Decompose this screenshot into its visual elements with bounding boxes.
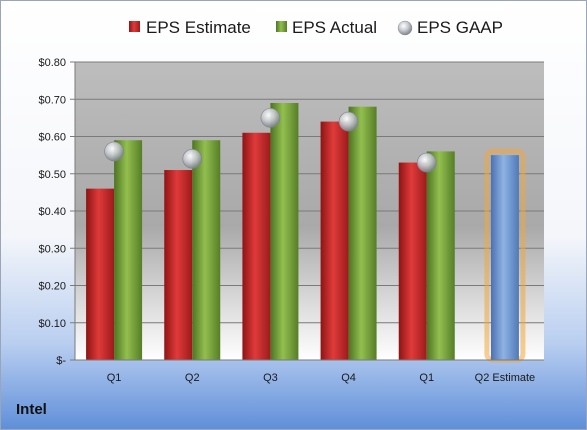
- eps-estimate-bar: [86, 188, 115, 360]
- y-tick-label: $0.40: [38, 206, 66, 218]
- eps-gaap-marker: [416, 152, 437, 173]
- eps-gaap-marker: [260, 108, 281, 128]
- legend: EPS Estimate EPS Actual EPS GAAP: [129, 18, 503, 37]
- eps-actual-bar: [270, 102, 299, 360]
- x-tick-label: Q1: [107, 372, 122, 384]
- eps-estimate-bar: [242, 132, 271, 360]
- y-tick-label: $0.20: [38, 281, 66, 293]
- eps-actual-bar: [348, 106, 377, 360]
- legend-actual-swatch: [276, 21, 287, 32]
- eps-gaap-marker: [104, 141, 124, 162]
- legend-gaap-marker: [397, 20, 413, 36]
- eps-actual-bar: [192, 140, 221, 360]
- eps-gaap-marker: [182, 149, 203, 169]
- legend-estimate-label: EPS Estimate: [146, 18, 251, 37]
- eps-estimate-bar: [320, 121, 349, 360]
- eps-estimate-bar: [164, 170, 193, 360]
- x-tick-label: Q1: [419, 372, 434, 384]
- eps-gaap-marker: [338, 111, 359, 132]
- y-axis: $- $0.10 $0.20 $0.30 $0.40 $0.50 $0.60 $0.70 $0.…: [38, 57, 76, 367]
- x-tick-label: Q3: [263, 372, 278, 384]
- x-tick-label: Q4: [341, 372, 356, 384]
- eps-estimate-bar: [398, 162, 427, 360]
- y-tick-label: $0.30: [38, 243, 66, 255]
- y-tick-label: $0.60: [38, 132, 66, 144]
- eps-forecast-bar: [490, 155, 519, 360]
- legend-gaap-label: EPS GAAP: [417, 18, 503, 37]
- legend-estimate-swatch: [129, 21, 140, 32]
- y-tick-label: $0.10: [38, 318, 66, 330]
- eps-actual-bar: [426, 151, 455, 360]
- y-tick-label: $-: [56, 355, 66, 367]
- company-label: Intel: [16, 401, 47, 418]
- x-tick-label: Q2 Estimate: [475, 372, 536, 384]
- y-tick-label: $0.50: [38, 169, 66, 181]
- eps-actual-bar: [114, 140, 143, 360]
- legend-actual-label: EPS Actual: [292, 18, 377, 37]
- y-tick-label: $0.70: [38, 94, 66, 106]
- bars: [86, 102, 526, 363]
- gridlines: [75, 61, 544, 361]
- x-tick-label: Q2: [185, 372, 200, 384]
- x-axis: Q1 Q2 Q3 Q4 Q1 Q2 Estimate: [75, 359, 544, 384]
- y-tick-label: $0.80: [38, 57, 66, 69]
